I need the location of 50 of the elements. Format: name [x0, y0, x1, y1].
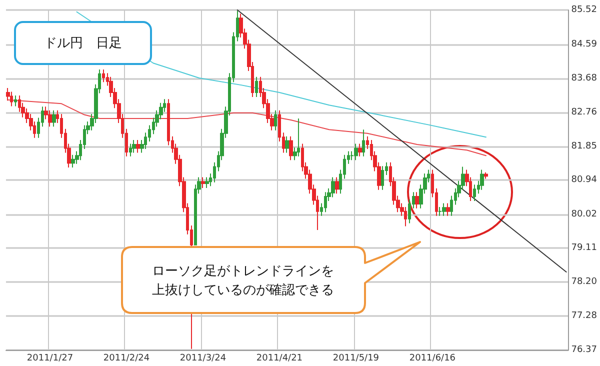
candlestick	[484, 172, 488, 180]
candlestick	[404, 206, 407, 227]
candlestick	[10, 91, 13, 107]
y-tick-label: 81.85	[571, 141, 597, 152]
x-tick-label: 2011/4/21	[256, 354, 303, 364]
candlestick	[274, 110, 277, 131]
candlestick	[354, 143, 358, 161]
candlestick	[132, 140, 136, 154]
candlestick	[285, 136, 289, 154]
candlestick	[52, 110, 56, 128]
y-tick-label: 77.28	[571, 311, 598, 322]
candlestick	[205, 176, 209, 188]
x-tick-label: 2011/1/27	[26, 354, 74, 364]
candlestick	[289, 136, 293, 161]
y-tick-label: 76.37	[571, 345, 597, 355]
candlestick	[71, 154, 75, 168]
candlestick	[480, 169, 484, 190]
candlestick	[255, 76, 258, 98]
line-series	[7, 99, 487, 156]
candlestick	[201, 176, 205, 188]
x-tick-label: 2011/5/19	[332, 354, 380, 364]
x-tick-label: 2011/6/16	[409, 354, 456, 364]
candlestick	[381, 166, 384, 190]
candlestick	[442, 202, 446, 216]
candlestick	[297, 118, 300, 157]
candlestick	[324, 192, 327, 213]
y-tick-label: 85.52	[571, 5, 597, 15]
candlestick	[129, 143, 132, 157]
y-tick-label: 83.68	[571, 73, 598, 84]
candlestick	[358, 143, 362, 157]
y-tick-label: 84.59	[571, 40, 598, 50]
candlestick	[331, 176, 335, 198]
candlestick	[446, 202, 450, 216]
candlestick	[48, 110, 52, 128]
candlestick	[438, 206, 442, 216]
candlestick	[335, 176, 339, 194]
candlestick	[14, 94, 17, 107]
candlestick	[415, 192, 419, 209]
x-tick-label: 2011/2/24	[103, 354, 150, 364]
candlestick	[473, 184, 476, 202]
candlestick	[362, 129, 365, 157]
y-tick-label: 80.94	[571, 175, 598, 186]
candlestick	[136, 140, 140, 154]
y-tick-label: 79.11	[571, 243, 597, 254]
y-tick-label: 82.76	[571, 108, 598, 118]
annotation: ローソク足がトレンドラインを上抜けしているのが確認できる	[152, 263, 335, 300]
y-tick-label: 80.02	[571, 209, 597, 220]
y-tick-label: 78.20	[571, 277, 598, 287]
candlestick	[102, 68, 105, 83]
x-tick-label: 2011/3/24	[180, 354, 226, 364]
